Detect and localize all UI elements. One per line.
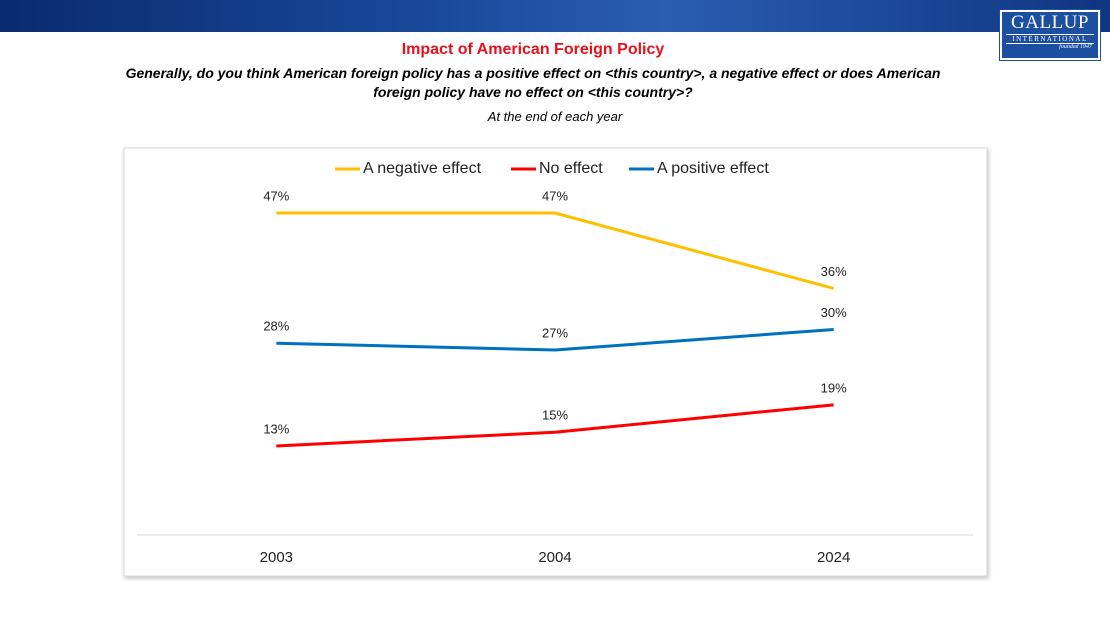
series-line	[276, 328, 834, 352]
chart-area	[123, 147, 988, 577]
logo-text: GALLUP	[1011, 12, 1089, 33]
data-label: 47%	[263, 188, 289, 203]
data-label: 15%	[542, 408, 568, 423]
chart-note: At the end of each year	[487, 109, 623, 124]
data-label: 28%	[263, 319, 289, 334]
x-tick-label: 2004	[538, 549, 571, 566]
data-label: 36%	[821, 264, 847, 279]
data-label: 47%	[542, 188, 568, 203]
legend-label: No effect	[539, 160, 603, 177]
legend-label: A negative effect	[363, 160, 482, 177]
chart-title: Impact of American Foreign Policy	[401, 41, 665, 58]
series-line	[276, 403, 834, 448]
data-label: 13%	[263, 421, 289, 436]
banner	[0, 0, 1110, 32]
x-tick-label: 2024	[817, 549, 850, 566]
data-label: 27%	[542, 325, 568, 340]
chart-subtitle: Generally, do you think American foreign…	[125, 65, 941, 100]
logo-founded: founded 1947	[1059, 44, 1092, 50]
data-label: 30%	[821, 305, 847, 320]
x-tick-label: 2003	[260, 549, 293, 566]
series-line	[276, 211, 835, 290]
logo-sub: INTERNATIONAL	[1006, 34, 1094, 44]
logo: GALLUP INTERNATIONAL founded 1947	[999, 9, 1101, 61]
legend-label: A positive effect	[657, 160, 769, 177]
data-label: 19%	[821, 380, 847, 395]
